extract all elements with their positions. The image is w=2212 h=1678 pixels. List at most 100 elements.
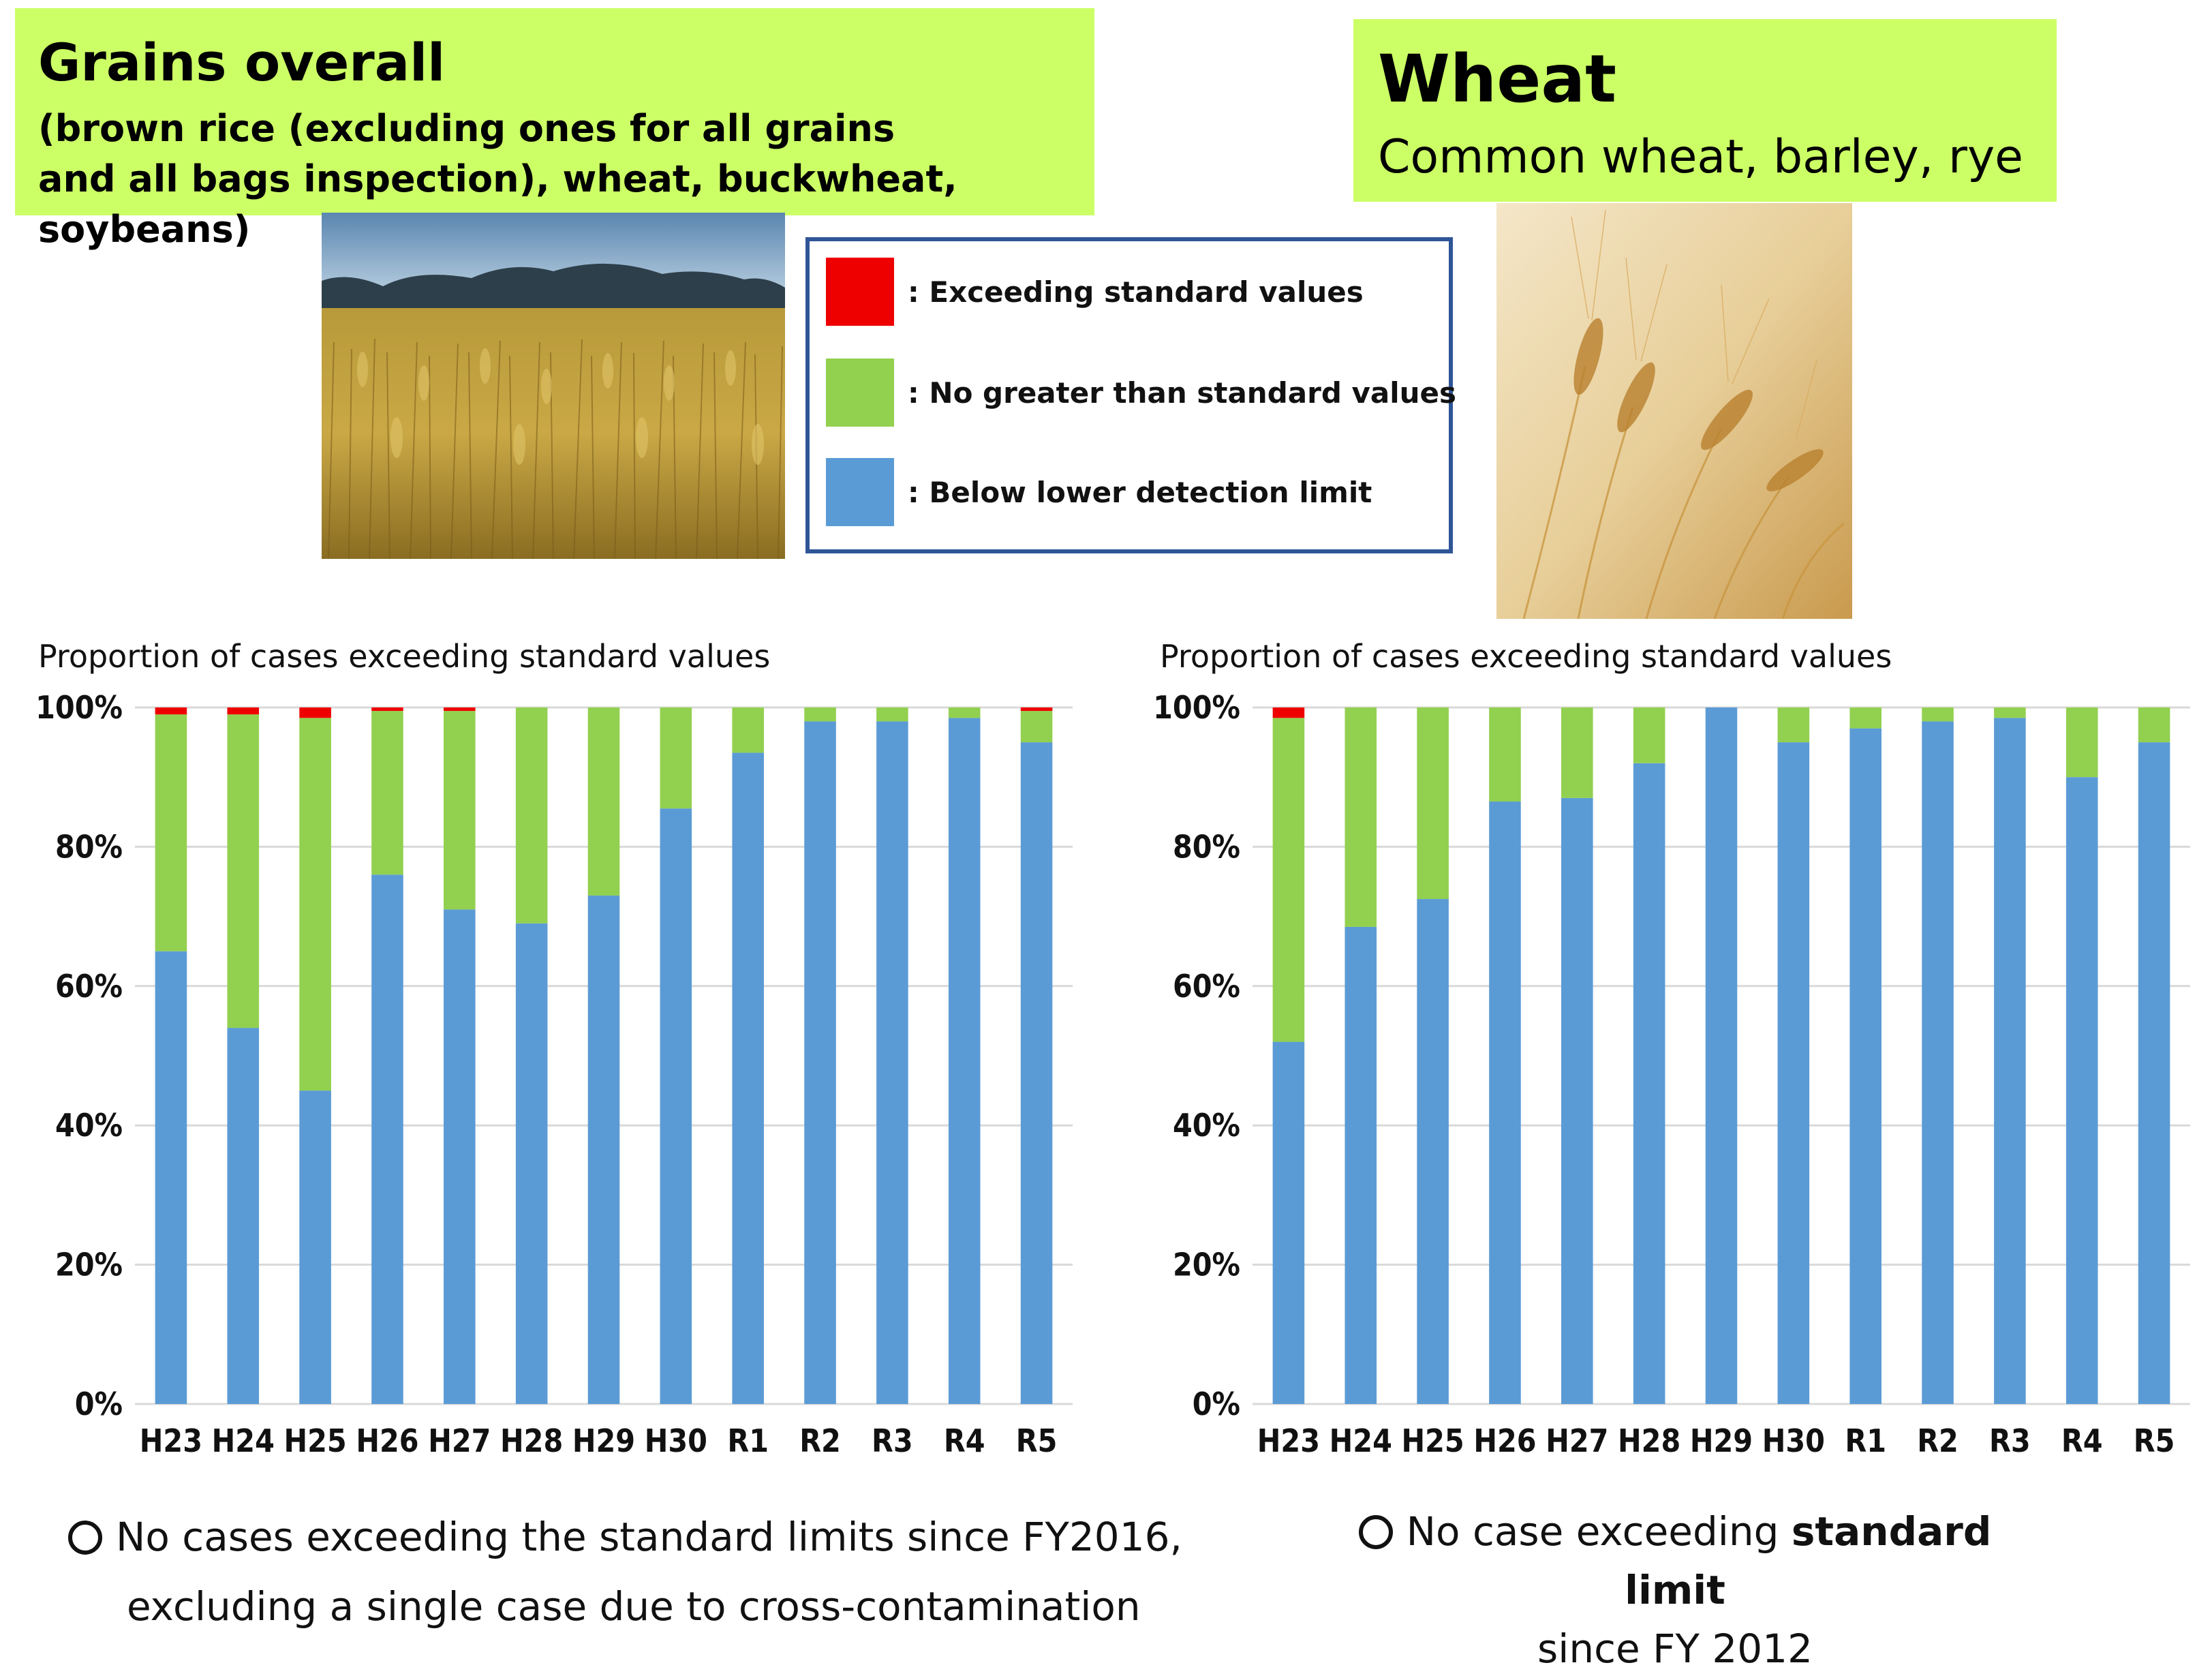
left-chart-x-tick-label: H24 bbox=[212, 1422, 275, 1459]
legend-swatch-no-greater bbox=[826, 359, 894, 427]
left-subtitle-line1: (brown rice (excluding ones for all grai… bbox=[38, 107, 895, 150]
left-chart-x-tick-label: H26 bbox=[356, 1422, 418, 1459]
left-note-line1-text: No cases exceeding the standard limits s… bbox=[116, 1514, 1182, 1560]
left-chart-bar-below-h25 bbox=[299, 1090, 331, 1404]
left-note: No cases exceeding the standard limits s… bbox=[68, 1502, 1182, 1641]
right-chart-bar-no-greater-h27 bbox=[1561, 707, 1593, 798]
right-chart-bar-exceeding-h23 bbox=[1272, 707, 1305, 718]
left-chart-bar-below-r5 bbox=[1020, 742, 1053, 1404]
circle-bullet-icon bbox=[68, 1521, 102, 1555]
left-chart-bar-no-greater-h29 bbox=[587, 707, 620, 896]
right-chart-x-tick-label: H28 bbox=[1618, 1422, 1680, 1459]
right-chart-title: Proportion of cases exceeding standard v… bbox=[1160, 638, 1892, 675]
right-panel-title: Wheat bbox=[1378, 41, 1617, 117]
left-chart-x-tick-label: H30 bbox=[645, 1422, 707, 1459]
left-subtitle-line2: and all bags inspection), wheat, buckwhe… bbox=[38, 157, 957, 251]
left-chart-x-tick-label: R2 bbox=[799, 1422, 841, 1459]
left-chart-bar-no-greater-r2 bbox=[804, 707, 836, 722]
circle-bullet-icon bbox=[1358, 1515, 1393, 1549]
left-chart-bar-exceeding-h26 bbox=[371, 707, 403, 712]
right-chart-bar-below-r5 bbox=[2138, 742, 2170, 1404]
right-chart-x-tick-label: R1 bbox=[1845, 1422, 1886, 1459]
right-chart-x-tick-label: R4 bbox=[2061, 1422, 2103, 1459]
left-chart-bar-no-greater-h25 bbox=[299, 718, 331, 1091]
left-chart-bar-below-h30 bbox=[660, 808, 692, 1404]
left-chart-bar-exceeding-r5 bbox=[1020, 707, 1053, 712]
left-chart-y-tick-label: 0% bbox=[75, 1386, 123, 1422]
right-panel-subtitle: Common wheat, barley, rye bbox=[1378, 130, 2024, 184]
right-chart-y-tick-label: 20% bbox=[1173, 1247, 1240, 1283]
left-chart-bar-below-r2 bbox=[804, 721, 836, 1404]
wheat-field-photo bbox=[322, 213, 785, 559]
right-chart-bar-no-greater-r5 bbox=[2138, 707, 2170, 743]
left-chart-x-tick-label: H29 bbox=[572, 1422, 635, 1459]
right-note-prefix: No case exceeding bbox=[1406, 1508, 1792, 1555]
right-chart-bar-below-h25 bbox=[1417, 899, 1449, 1404]
right-chart-bar-no-greater-h30 bbox=[1777, 707, 1810, 743]
left-chart-bar-below-r3 bbox=[876, 721, 908, 1404]
right-chart-y-tick-label: 60% bbox=[1173, 968, 1240, 1005]
left-chart-bar-no-greater-h27 bbox=[444, 711, 476, 910]
left-chart-bar-below-h23 bbox=[155, 951, 187, 1404]
left-chart-bar-no-greater-h24 bbox=[227, 714, 260, 1028]
right-chart-x-tick-label: H30 bbox=[1762, 1422, 1825, 1459]
left-chart-y-tick-label: 20% bbox=[55, 1247, 123, 1283]
legend-label-no-greater: : No greater than standard values bbox=[908, 376, 1457, 410]
right-chart-bar-no-greater-r2 bbox=[1922, 707, 1954, 722]
left-panel-subtitle: (brown rice (excluding ones for all grai… bbox=[38, 104, 1071, 255]
right-chart-bar-below-h26 bbox=[1489, 801, 1521, 1404]
left-chart-bar-below-h29 bbox=[587, 895, 620, 1404]
right-chart-bar-below-r4 bbox=[2065, 777, 2098, 1404]
left-chart-y-tick-label: 100% bbox=[35, 689, 123, 726]
right-note-line1: No case exceeding standard limit bbox=[1307, 1502, 2043, 1619]
right-chart-bar-below-h28 bbox=[1633, 763, 1665, 1404]
legend-swatch-below bbox=[826, 458, 894, 526]
right-chart-bar-below-r2 bbox=[1922, 721, 1954, 1404]
right-chart-y-tick-label: 40% bbox=[1173, 1107, 1240, 1144]
left-chart-x-tick-label: R5 bbox=[1016, 1422, 1058, 1459]
right-chart-bar-below-h29 bbox=[1705, 707, 1738, 1404]
right-chart-bar-no-greater-h26 bbox=[1489, 707, 1521, 802]
left-chart-y-tick-label: 80% bbox=[55, 828, 123, 865]
left-chart-bar-exceeding-h27 bbox=[444, 707, 476, 712]
left-chart-bar-exceeding-h25 bbox=[299, 707, 331, 718]
left-chart-x-tick-label: H27 bbox=[428, 1422, 491, 1459]
left-stacked-bar-chart: 0% 20% 40% 60% 80% 100% H23 H24 H25 H26 H27 H28 H29 H… bbox=[35, 689, 1073, 1459]
left-chart-x-tick-label: H25 bbox=[283, 1422, 346, 1459]
right-chart-bar-no-greater-h24 bbox=[1345, 707, 1377, 927]
left-chart-bar-no-greater-r4 bbox=[948, 707, 981, 718]
right-chart-bar-no-greater-r3 bbox=[1994, 707, 2026, 718]
left-chart-x-tick-label: R4 bbox=[944, 1422, 985, 1459]
left-note-line2: excluding a single case due to cross-con… bbox=[127, 1583, 1141, 1630]
left-chart-bar-below-h28 bbox=[515, 923, 548, 1404]
right-chart-bar-below-h24 bbox=[1345, 926, 1377, 1404]
left-chart-bar-below-h26 bbox=[371, 874, 403, 1404]
left-note-line1: No cases exceeding the standard limits s… bbox=[68, 1502, 1182, 1572]
right-note: No case exceeding standard limit since F… bbox=[1307, 1502, 2043, 1678]
right-chart-bar-no-greater-r4 bbox=[2065, 707, 2098, 778]
legend-label-below: : Below lower detection limit bbox=[908, 475, 1372, 509]
left-chart-bar-below-r4 bbox=[948, 718, 981, 1404]
right-header-banner: Wheat Common wheat, barley, rye bbox=[1353, 19, 2057, 202]
left-chart-x-tick-label: R1 bbox=[727, 1422, 769, 1459]
left-chart-bar-below-h27 bbox=[444, 909, 476, 1404]
right-chart-x-tick-label: R2 bbox=[1917, 1422, 1958, 1459]
right-chart-x-tick-label: H26 bbox=[1473, 1422, 1536, 1459]
right-chart-bar-below-h27 bbox=[1561, 797, 1593, 1404]
legend-item-no-greater: : No greater than standard values bbox=[826, 359, 1456, 427]
right-chart-y-tick-label: 100% bbox=[1153, 689, 1240, 726]
right-chart-bar-below-h30 bbox=[1777, 742, 1810, 1404]
right-chart-x-tick-label: R3 bbox=[1989, 1422, 2031, 1459]
legend-item-exceeding: : Exceeding standard values bbox=[826, 258, 1364, 326]
right-chart-x-tick-label: H29 bbox=[1690, 1422, 1753, 1459]
legend-swatch-exceeding bbox=[826, 258, 894, 326]
left-chart-bar-no-greater-r5 bbox=[1020, 711, 1053, 743]
left-chart-bar-exceeding-h24 bbox=[227, 707, 260, 715]
left-chart-bar-no-greater-h28 bbox=[515, 707, 548, 924]
left-chart-bar-no-greater-r3 bbox=[876, 707, 908, 722]
left-chart-bar-no-greater-r1 bbox=[732, 707, 764, 753]
left-chart-bar-exceeding-h23 bbox=[155, 707, 187, 715]
legend-label-exceeding: : Exceeding standard values bbox=[908, 275, 1364, 309]
right-chart-bar-no-greater-r1 bbox=[1849, 707, 1881, 729]
left-chart-bar-below-r1 bbox=[732, 752, 764, 1404]
